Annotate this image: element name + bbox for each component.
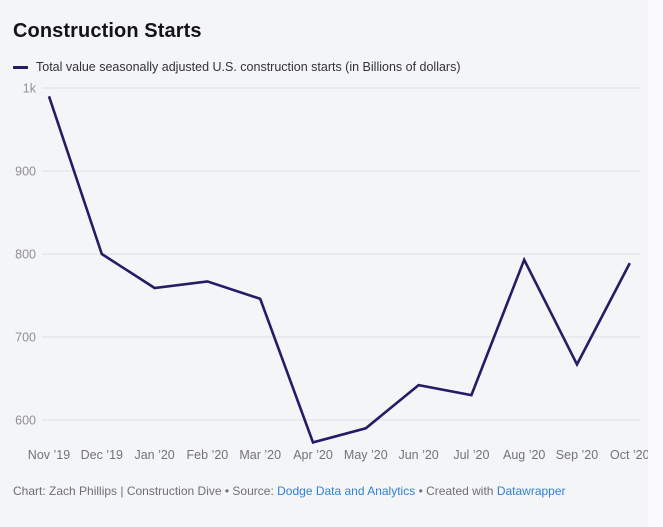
chart-title: Construction Starts bbox=[13, 20, 202, 42]
footer-separator-2: • bbox=[418, 484, 423, 498]
x-axis-tick-label: Sep ’20 bbox=[556, 448, 598, 462]
footer-created-prefix: Created with bbox=[426, 484, 494, 498]
x-axis-tick-label: Apr ’20 bbox=[293, 448, 333, 462]
x-axis-tick-label: Mar ’20 bbox=[239, 448, 281, 462]
x-axis-tick-label: Feb ’20 bbox=[187, 448, 229, 462]
x-axis-tick-label: Jul ’20 bbox=[453, 448, 489, 462]
y-axis-tick-label: 900 bbox=[15, 165, 36, 179]
footer-byline: Chart: Zach Phillips | Construction Dive bbox=[13, 484, 222, 498]
x-axis-tick-label: Jan ’20 bbox=[134, 448, 174, 462]
y-axis-tick-label: 700 bbox=[15, 331, 36, 345]
x-axis-tick-label: Dec ’19 bbox=[81, 448, 123, 462]
page-edge-strip bbox=[648, 0, 663, 527]
y-axis-tick-label: 600 bbox=[15, 414, 36, 428]
legend-line-swatch bbox=[13, 65, 28, 69]
x-axis-tick-label: Oct ’20 bbox=[610, 448, 650, 462]
footer-separator: • bbox=[224, 484, 230, 498]
line-chart: 1k 900 800 700 600 Nov ’19 Dec ’19 Jan ’20 Feb ’… bbox=[15, 82, 650, 463]
footer: Chart: Zach Phillips | Construction Dive… bbox=[13, 484, 643, 498]
datawrapper-link[interactable]: Datawrapper bbox=[496, 484, 566, 498]
x-axis-tick-label: Jun ’20 bbox=[398, 448, 438, 462]
series-line bbox=[47, 95, 631, 444]
x-axis-tick-label: May ’20 bbox=[344, 448, 388, 462]
x-axis-tick-label: Aug ’20 bbox=[503, 448, 545, 462]
legend-label: Total value seasonally adjusted U.S. con… bbox=[36, 60, 461, 74]
legend: Total value seasonally adjusted U.S. con… bbox=[13, 60, 461, 74]
y-axis-tick-label: 800 bbox=[15, 248, 36, 262]
x-axis-tick-label: Nov ’19 bbox=[28, 448, 70, 462]
footer-source-prefix: Source: bbox=[232, 484, 274, 498]
source-link[interactable]: Dodge Data and Analytics bbox=[277, 484, 416, 498]
y-axis-tick-label: 1k bbox=[23, 82, 37, 96]
